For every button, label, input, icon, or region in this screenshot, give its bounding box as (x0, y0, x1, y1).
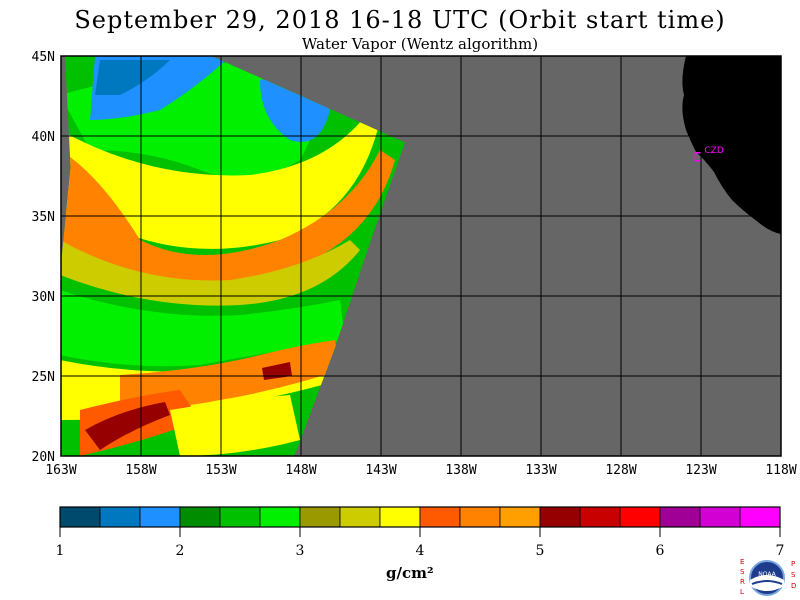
colorbar-swatch (379, 506, 421, 528)
logo-left-letter: S (740, 568, 745, 576)
lon-tick-label: 133W (525, 463, 556, 478)
colorbar-swatch (299, 506, 341, 528)
colorbar-swatch (539, 506, 581, 528)
colorbar-swatch (699, 506, 741, 528)
colorbar-swatch (219, 506, 261, 528)
station-marker (694, 152, 702, 162)
axis-labels: 163W 158W 153W 148W 143W 138W 133W 128W 123W 118W… (32, 50, 797, 478)
logo-right-letter: S (791, 571, 796, 579)
lon-tick-label: 158W (125, 463, 156, 478)
colorbar-tick-label: 5 (536, 543, 545, 559)
vapor-band (95, 60, 170, 95)
colorbar-units-label: g/cm² (386, 564, 434, 582)
map-overlay: CZD (682, 56, 781, 234)
colorbar-swatch (459, 506, 501, 528)
lon-tick-label: 128W (605, 463, 636, 478)
lon-tick-label: 138W (445, 463, 476, 478)
colorbar-swatch (579, 506, 621, 528)
lat-tick-label: 40N (32, 130, 55, 145)
colorbar-tick-label: 2 (176, 543, 185, 559)
colorbar-tick-label: 3 (296, 543, 305, 559)
colorbar-swatch (739, 506, 781, 528)
colorbar-tick-label: 6 (656, 543, 665, 559)
lat-tick-label: 45N (32, 50, 55, 65)
logo-right-letter: D (791, 582, 796, 590)
colorbar-swatch (179, 506, 221, 528)
lat-tick-label: 20N (32, 450, 55, 465)
vapor-band (61, 150, 395, 282)
lat-tick-label: 25N (32, 370, 55, 385)
colorbar-swatch (499, 506, 541, 528)
colorbar-tick-label: 1 (56, 543, 65, 559)
colorbar-swatch (259, 506, 301, 528)
colorbar (59, 506, 781, 528)
station-label: CZD (704, 146, 723, 156)
lon-tick-label: 148W (285, 463, 316, 478)
colorbar-swatch (339, 506, 381, 528)
vapor-band (170, 395, 300, 456)
colorbar-swatch (59, 506, 101, 528)
vapor-band (61, 110, 380, 249)
lon-tick-label: 118W (765, 463, 796, 478)
vapor-band (61, 240, 360, 306)
lon-tick-label: 123W (685, 463, 716, 478)
colorbar-ticks: 1 2 3 4 5 6 7 (56, 527, 785, 559)
vapor-band (61, 290, 345, 367)
colorbar-tick-label: 4 (416, 543, 425, 559)
colorbar-swatch (619, 506, 661, 528)
lat-tick-label: 35N (32, 210, 55, 225)
logo-right-letter: P (791, 560, 795, 568)
map-title: September 29, 2018 16-18 UTC (Orbit star… (74, 6, 726, 34)
logo-left-letter: R (740, 578, 745, 586)
colorbar-swatch (419, 506, 461, 528)
map-frame (60, 55, 782, 457)
logo-center-text: NOAA (758, 571, 776, 578)
north-america-land (682, 56, 781, 234)
lat-lon-grid (60, 55, 782, 457)
colorbar-swatch (659, 506, 701, 528)
lon-tick-label: 163W (45, 463, 76, 478)
colorbar-tick-label: 7 (776, 543, 785, 559)
map-subtitle: Water Vapor (Wentz algorithm) (301, 35, 539, 53)
vapor-band (85, 402, 170, 450)
colorbar-swatch (99, 506, 141, 528)
logo-left-letter: L (740, 588, 744, 596)
lon-tick-label: 153W (205, 463, 236, 478)
logo-left-letter: E (740, 558, 744, 566)
lon-tick-label: 143W (365, 463, 396, 478)
lat-tick-label: 30N (32, 290, 55, 305)
colorbar-swatch (139, 506, 181, 528)
